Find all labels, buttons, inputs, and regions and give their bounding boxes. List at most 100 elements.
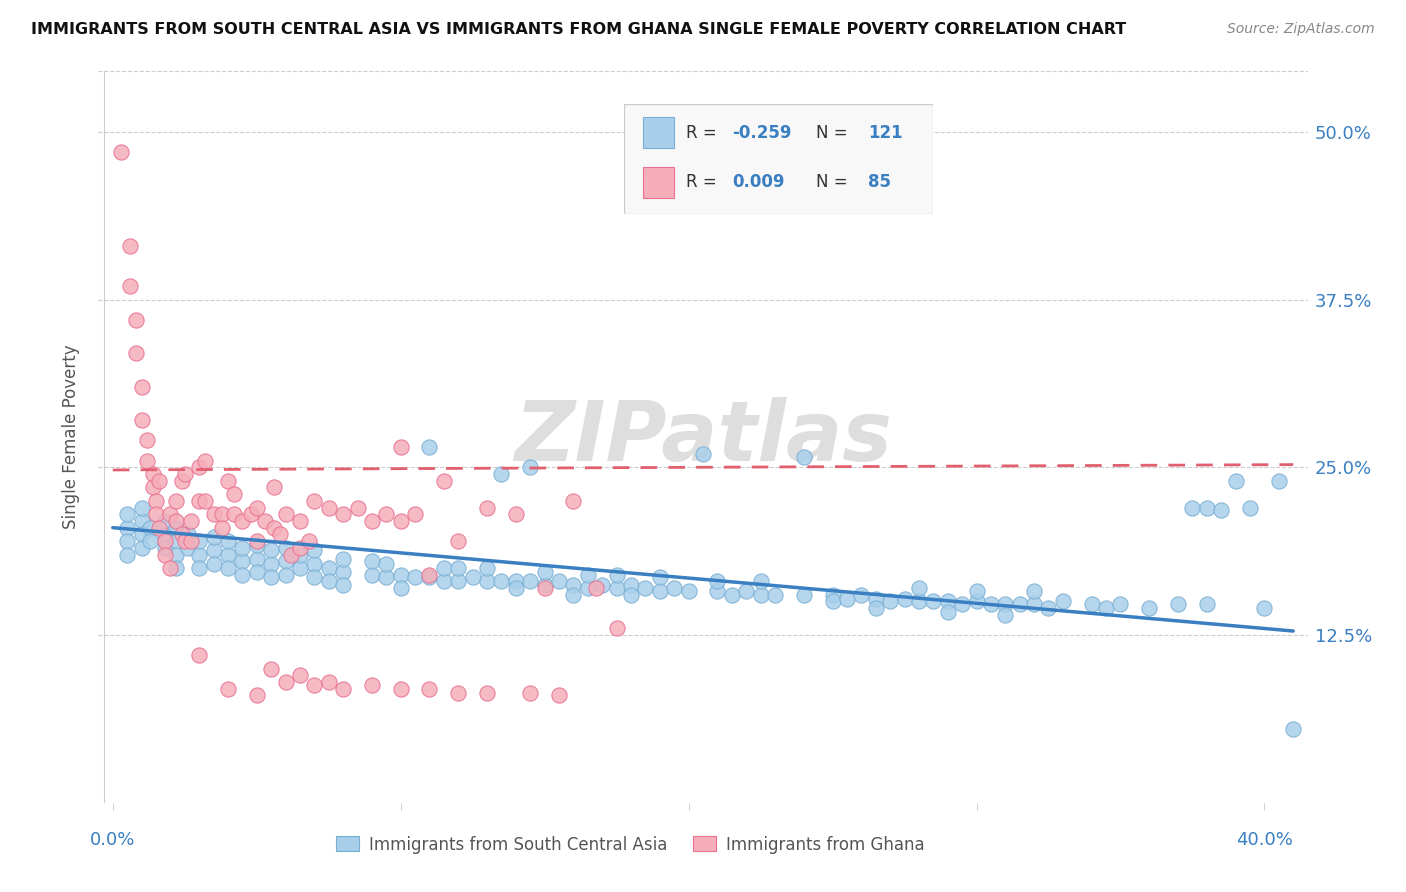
Point xyxy=(211,521,233,535)
Point xyxy=(260,543,283,558)
Point xyxy=(131,514,153,528)
Point xyxy=(318,561,340,575)
Point xyxy=(131,380,153,394)
Point xyxy=(389,681,412,696)
Point xyxy=(180,514,202,528)
Point xyxy=(332,578,354,592)
Point xyxy=(1239,500,1261,515)
Point xyxy=(1137,601,1160,615)
Point xyxy=(131,413,153,427)
Point xyxy=(664,581,686,595)
Point xyxy=(246,534,269,549)
Point xyxy=(188,548,211,562)
Point xyxy=(433,561,456,575)
Point xyxy=(288,514,311,528)
Point xyxy=(346,500,368,515)
Point xyxy=(1038,601,1060,615)
Point xyxy=(648,583,671,598)
Point xyxy=(793,588,815,602)
Point xyxy=(585,581,607,595)
Point xyxy=(263,521,285,535)
Point xyxy=(936,594,959,608)
Point xyxy=(994,607,1017,622)
Point xyxy=(475,561,498,575)
Point xyxy=(176,527,198,541)
Point xyxy=(217,681,239,696)
Point xyxy=(246,538,269,552)
Point xyxy=(304,557,326,571)
Point xyxy=(153,548,176,562)
Point xyxy=(519,574,541,589)
Point xyxy=(505,581,527,595)
Point xyxy=(115,521,138,535)
Point xyxy=(865,591,887,606)
Point xyxy=(620,578,643,592)
Point xyxy=(332,681,354,696)
Point xyxy=(120,239,142,253)
Point xyxy=(165,521,187,535)
Point xyxy=(153,514,176,528)
Point xyxy=(562,588,585,602)
Point xyxy=(274,508,297,522)
Point xyxy=(222,508,245,522)
Point xyxy=(706,583,728,598)
Point xyxy=(304,570,326,584)
Point xyxy=(1195,597,1218,611)
Point xyxy=(246,689,269,703)
Point xyxy=(418,440,440,454)
Point xyxy=(1253,601,1275,615)
Point xyxy=(260,557,283,571)
Text: IMMIGRANTS FROM SOUTH CENTRAL ASIA VS IMMIGRANTS FROM GHANA SINGLE FEMALE POVERT: IMMIGRANTS FROM SOUTH CENTRAL ASIA VS IM… xyxy=(31,22,1126,37)
Point xyxy=(288,548,311,562)
Point xyxy=(361,678,384,692)
Point xyxy=(389,440,412,454)
Point xyxy=(217,548,239,562)
Point xyxy=(908,581,931,595)
Point xyxy=(821,594,844,608)
Point xyxy=(246,551,269,566)
Text: 0.0%: 0.0% xyxy=(90,830,135,848)
Point xyxy=(194,453,217,467)
Point xyxy=(1282,722,1305,736)
Point xyxy=(950,597,973,611)
Point xyxy=(173,467,195,481)
Point xyxy=(153,534,176,549)
Point xyxy=(763,588,786,602)
Point xyxy=(1080,597,1102,611)
Point xyxy=(505,508,527,522)
Point xyxy=(115,508,138,522)
Point xyxy=(706,574,728,589)
Point xyxy=(165,514,187,528)
Point xyxy=(1167,597,1189,611)
Point xyxy=(433,474,456,488)
Point xyxy=(274,567,297,582)
Point xyxy=(280,548,302,562)
Point xyxy=(548,574,571,589)
Point xyxy=(274,541,297,555)
Point xyxy=(231,541,253,555)
Point xyxy=(447,574,470,589)
Point xyxy=(720,588,742,602)
Point xyxy=(188,648,211,662)
Point xyxy=(136,453,159,467)
Point xyxy=(576,567,599,582)
Point xyxy=(461,570,484,584)
Point xyxy=(288,668,311,682)
Point xyxy=(1211,503,1233,517)
Point xyxy=(375,508,398,522)
Legend: Immigrants from South Central Asia, Immigrants from Ghana: Immigrants from South Central Asia, Immi… xyxy=(329,829,931,860)
Point xyxy=(304,543,326,558)
Point xyxy=(231,554,253,568)
Point xyxy=(260,570,283,584)
Point xyxy=(735,583,758,598)
Point xyxy=(576,581,599,595)
Point xyxy=(131,527,153,541)
Point xyxy=(153,541,176,555)
Point xyxy=(375,557,398,571)
Point xyxy=(159,561,181,575)
Point xyxy=(375,570,398,584)
Point xyxy=(153,527,176,541)
Point xyxy=(491,574,513,589)
Y-axis label: Single Female Poverty: Single Female Poverty xyxy=(62,345,80,529)
Point xyxy=(1225,474,1247,488)
